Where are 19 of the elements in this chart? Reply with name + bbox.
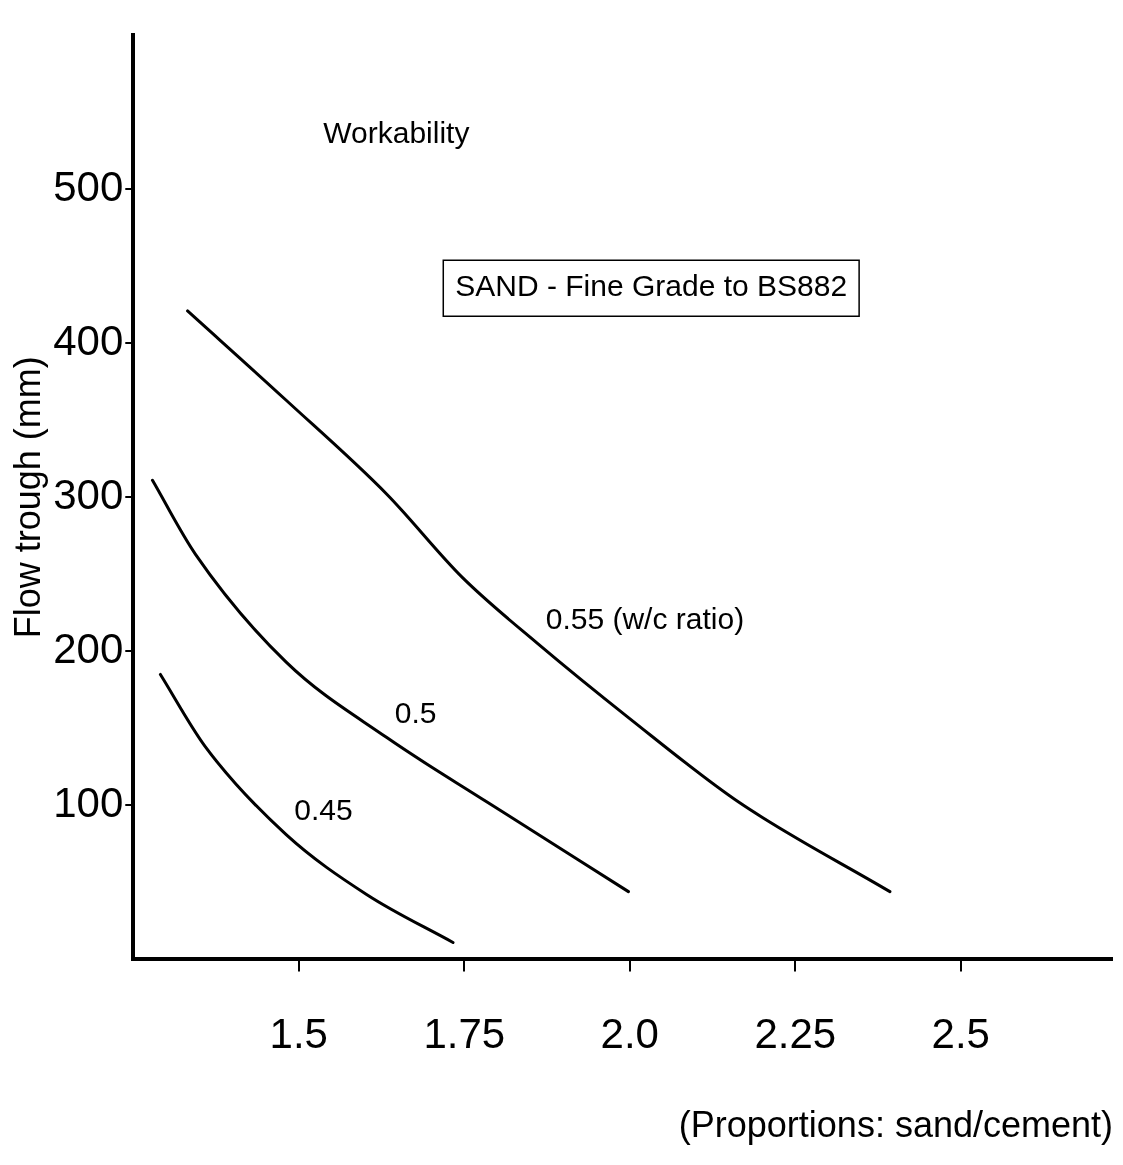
line-series <box>186 309 892 894</box>
x-tick-label: 2.25 <box>754 1010 837 1058</box>
text: Workability <box>323 116 470 150</box>
series-label: 0.45 <box>294 792 353 826</box>
x-tick-label: 2.0 <box>600 1010 659 1058</box>
x-axis-title: (Proportions: sand/cement) <box>678 1104 1113 1146</box>
y-tick-label: 200 <box>53 624 124 672</box>
y-axis-title: Flow trough (mm) <box>6 356 48 639</box>
annotation: SAND - Fine Grade to BS882 <box>455 269 848 303</box>
x-tick-label: 1.5 <box>269 1010 328 1058</box>
series-label: 0.55 (w/c ratio) <box>545 601 745 635</box>
line-series <box>158 672 455 944</box>
y-tick-label: 100 <box>53 778 124 826</box>
x-tick-label: 2.5 <box>931 1010 990 1058</box>
y-tick-label: 400 <box>53 316 124 364</box>
y-tick-label: 500 <box>53 162 124 210</box>
y-tick-label: 300 <box>53 470 124 518</box>
x-tick-label: 1.75 <box>423 1010 506 1058</box>
series-label: 0.5 <box>394 695 437 729</box>
